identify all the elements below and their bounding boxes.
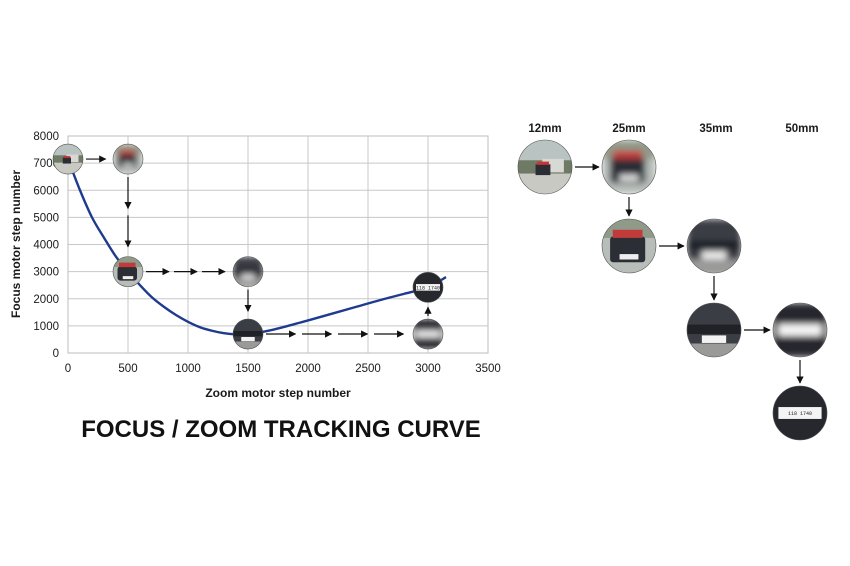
diagram-image-25mm-blur bbox=[601, 139, 657, 195]
x-tick-label: 0 bbox=[65, 363, 71, 375]
x-tick-label: 3500 bbox=[475, 363, 501, 375]
y-tick-label: 1000 bbox=[33, 321, 59, 333]
y-tick-label: 4000 bbox=[33, 240, 59, 252]
y-tick-label: 8000 bbox=[33, 131, 59, 143]
image-marker bbox=[232, 256, 264, 287]
focal-label-12mm: 12mm bbox=[528, 123, 561, 135]
x-tick-label: 1000 bbox=[175, 363, 201, 375]
transition-arrows bbox=[86, 155, 432, 338]
diagram-image-50mm: 118 1740 bbox=[772, 385, 828, 441]
y-tick-labels: 0 1000 2000 3000 4000 5000 6000 7000 8000 bbox=[33, 131, 59, 360]
x-tick-label: 1500 bbox=[235, 363, 261, 375]
x-tick-labels: 0 500 1000 1500 2000 2500 3000 3500 bbox=[65, 363, 501, 375]
y-tick-label: 0 bbox=[53, 348, 59, 360]
y-tick-label: 6000 bbox=[33, 185, 59, 197]
y-tick-label: 5000 bbox=[33, 212, 59, 224]
tracking-chart: 0 500 1000 1500 2000 2500 3000 3500 0 1000 2000 30… bbox=[9, 131, 501, 400]
main-title: FOCUS / ZOOM TRACKING CURVE bbox=[81, 416, 481, 443]
diagram-image-12mm bbox=[517, 139, 573, 195]
y-axis-title: Focus motor step number bbox=[9, 170, 23, 318]
diagram-image-25mm bbox=[601, 218, 657, 274]
focal-label-25mm: 25mm bbox=[612, 123, 645, 135]
image-markers: 118 1740 bbox=[52, 143, 444, 350]
x-tick-label: 3000 bbox=[415, 363, 441, 375]
x-tick-label: 500 bbox=[118, 363, 137, 375]
focal-length-diagram: 12mm 25mm 35mm 50mm 118 1740 bbox=[517, 123, 828, 441]
plate-number: 118 1740 bbox=[788, 411, 812, 417]
focal-label-50mm: 50mm bbox=[785, 123, 818, 135]
y-tick-label: 7000 bbox=[33, 158, 59, 170]
y-tick-label: 2000 bbox=[33, 294, 59, 306]
diagram-image-50mm-blur bbox=[772, 302, 828, 358]
plate-number: 118 1740 bbox=[416, 285, 440, 291]
image-marker bbox=[232, 318, 264, 350]
diagram-image-35mm-blur bbox=[686, 218, 742, 274]
diagram-image-35mm bbox=[686, 302, 742, 358]
image-marker bbox=[112, 143, 144, 175]
image-marker bbox=[52, 143, 84, 175]
focal-label-35mm: 35mm bbox=[699, 123, 732, 135]
x-tick-label: 2000 bbox=[295, 363, 321, 375]
x-tick-label: 2500 bbox=[355, 363, 381, 375]
image-marker: 118 1740 bbox=[412, 272, 444, 303]
x-axis-title: Zoom motor step number bbox=[205, 386, 351, 400]
image-marker bbox=[112, 256, 144, 287]
y-tick-label: 3000 bbox=[33, 267, 59, 279]
image-marker bbox=[412, 318, 444, 350]
